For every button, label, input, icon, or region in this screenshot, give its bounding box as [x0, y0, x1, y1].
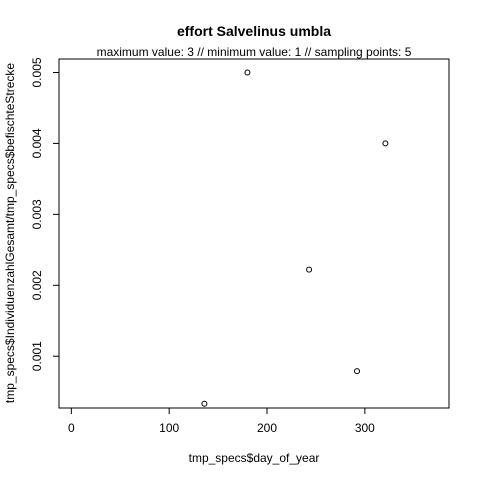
x-tick-label: 200 — [257, 421, 277, 435]
y-tick-label: 0.002 — [30, 270, 44, 300]
y-tick-label: 0.003 — [30, 199, 44, 229]
y-axis: 0.001 0.002 0.003 0.004 0.005 — [30, 57, 60, 371]
chart-title: effort Salvelinus umbla — [177, 23, 331, 39]
y-tick-label: 0.005 — [30, 57, 44, 87]
data-points — [201, 69, 389, 407]
x-axis-label: tmp_specs$day_of_year — [189, 451, 320, 465]
data-point — [306, 266, 313, 273]
x-axis: 0 100 200 300 — [68, 407, 375, 435]
x-tick-label: 100 — [159, 421, 179, 435]
data-point — [201, 400, 208, 407]
y-tick-label: 0.001 — [30, 341, 44, 371]
x-tick-label: 0 — [68, 421, 75, 435]
y-axis-label: tmp_specs$IndividuenzahlGesamt/tmp_specs… — [3, 63, 17, 404]
data-point — [244, 69, 251, 76]
data-point — [382, 140, 389, 147]
data-point — [354, 368, 361, 375]
y-tick-label: 0.004 — [30, 128, 44, 158]
x-tick-label: 300 — [355, 421, 375, 435]
chart-subtitle: maximum value: 3 // minimum value: 1 // … — [97, 45, 412, 59]
